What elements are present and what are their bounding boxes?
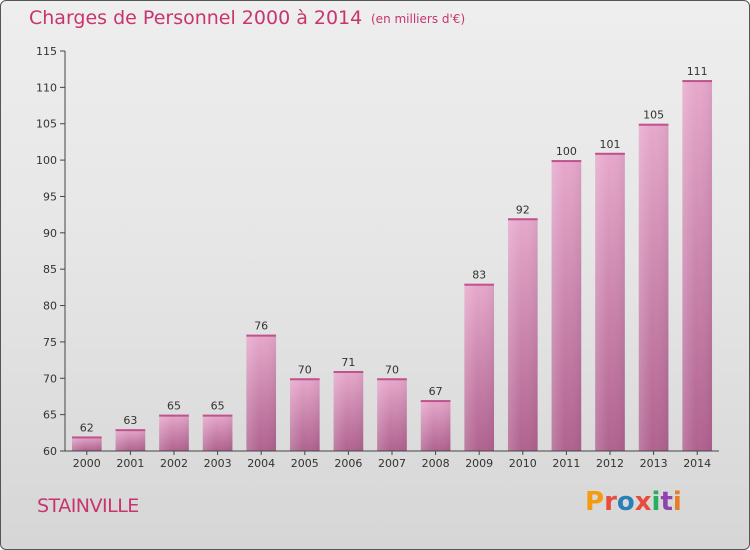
bar-top-2010 <box>507 218 538 221</box>
bar-top-2008 <box>420 400 451 403</box>
axes <box>64 51 719 452</box>
data-label-2002: 65 <box>167 400 181 413</box>
x-tick-label-2012: 2012 <box>596 457 624 470</box>
bar-top-2003 <box>202 414 233 417</box>
x-tick-label-2004: 2004 <box>247 457 275 470</box>
bar-shade-2001 <box>115 429 146 451</box>
bars-group: 62 63 65 65 76 70 71 70 67 83 92 100 101 105 111 <box>71 65 713 452</box>
data-label-2007: 70 <box>385 363 399 376</box>
y-tick-label: 95 <box>43 190 57 203</box>
logo-letter: P <box>585 487 605 517</box>
data-label-2006: 71 <box>341 356 355 369</box>
data-label-2003: 65 <box>211 400 225 413</box>
bar-top-2000 <box>71 436 102 439</box>
bar-shade-2003 <box>202 414 233 451</box>
bar-top-2007 <box>377 378 407 381</box>
y-tick-label: 60 <box>43 445 57 458</box>
bar-shade-2010 <box>507 218 538 451</box>
bar-shade-2011 <box>551 160 582 451</box>
bar-top-2011 <box>551 160 582 163</box>
data-label-2001: 63 <box>123 414 137 427</box>
y-tick-label: 115 <box>36 45 57 58</box>
x-tick-label-2010: 2010 <box>509 457 537 470</box>
bar-top-2001 <box>115 429 146 432</box>
commune-name: STAINVILLE <box>37 495 139 517</box>
logo-letter: x <box>634 487 652 517</box>
x-tick-label-2007: 2007 <box>378 457 406 470</box>
logo-letter: o <box>616 487 635 517</box>
y-tick-label: 105 <box>36 118 57 131</box>
x-tick-label-2005: 2005 <box>291 457 319 470</box>
bar-top-2012 <box>595 152 625 155</box>
data-label-2012: 101 <box>600 138 621 151</box>
bar-shade-2012 <box>595 152 625 451</box>
data-label-2011: 100 <box>556 145 577 158</box>
x-tick-label-2006: 2006 <box>334 457 362 470</box>
x-tick-label-2002: 2002 <box>160 457 188 470</box>
logo-letter: r <box>604 487 617 517</box>
logo-letter: i <box>651 487 661 517</box>
data-label-2009: 83 <box>472 269 486 282</box>
x-tick-label-2013: 2013 <box>640 457 668 470</box>
bar-top-2014 <box>682 80 713 83</box>
y-tick-label: 100 <box>36 154 57 167</box>
bar-shade-2008 <box>420 400 451 451</box>
data-label-2014: 111 <box>687 65 708 78</box>
x-axis-labels: 2000 2001 2002 2003 2004 2005 2006 2007 2008 2009… <box>73 451 711 470</box>
data-label-2008: 67 <box>429 385 443 398</box>
chart-title: Charges de Personnel 2000 à 2014 <box>29 7 363 29</box>
data-label-2004: 76 <box>254 320 268 333</box>
y-tick-label: 90 <box>43 227 57 240</box>
data-label-2005: 70 <box>298 363 312 376</box>
bar-shade-2013 <box>638 123 669 452</box>
bar-shade-2000 <box>71 436 102 451</box>
data-label-2000: 62 <box>80 421 94 434</box>
x-tick-label-2001: 2001 <box>116 457 144 470</box>
y-tick-label: 85 <box>43 263 57 276</box>
x-tick-label-2009: 2009 <box>465 457 493 470</box>
bar-top-2013 <box>638 123 669 126</box>
y-tick-label: 70 <box>43 372 57 385</box>
bar-top-2002 <box>159 414 189 417</box>
bar-shade-2014 <box>682 80 713 451</box>
bar-top-2009 <box>464 283 495 286</box>
logo-letter: i <box>672 487 682 517</box>
bar-shade-2002 <box>159 414 189 451</box>
x-tick-label-2000: 2000 <box>73 457 101 470</box>
x-tick-label-2008: 2008 <box>422 457 450 470</box>
x-tick-label-2014: 2014 <box>683 457 711 470</box>
x-tick-label-2011: 2011 <box>552 457 580 470</box>
data-label-2010: 92 <box>516 203 530 216</box>
chart-subtitle: (en milliers d'€) <box>371 12 466 26</box>
y-axis-ticks: 60 65 70 75 80 85 90 95 100 105 110 115 <box>36 45 65 458</box>
bar-shade-2006 <box>333 371 364 451</box>
bar-shade-2007 <box>377 378 407 451</box>
data-label-2013: 105 <box>643 109 664 122</box>
proxiti-logo: Proxiti <box>585 487 682 517</box>
x-tick-label-2003: 2003 <box>204 457 232 470</box>
bar-top-2005 <box>289 378 320 381</box>
y-tick-label: 75 <box>43 336 57 349</box>
logo-letter: t <box>660 487 673 517</box>
bar-shade-2004 <box>246 334 277 451</box>
bar-top-2006 <box>333 371 364 373</box>
y-tick-label: 65 <box>43 409 57 422</box>
y-tick-label: 80 <box>43 300 57 313</box>
y-tick-label: 110 <box>36 81 57 94</box>
bar-shade-2009 <box>464 283 495 451</box>
bar-shade-2005 <box>289 378 320 451</box>
bar-top-2004 <box>246 334 277 337</box>
